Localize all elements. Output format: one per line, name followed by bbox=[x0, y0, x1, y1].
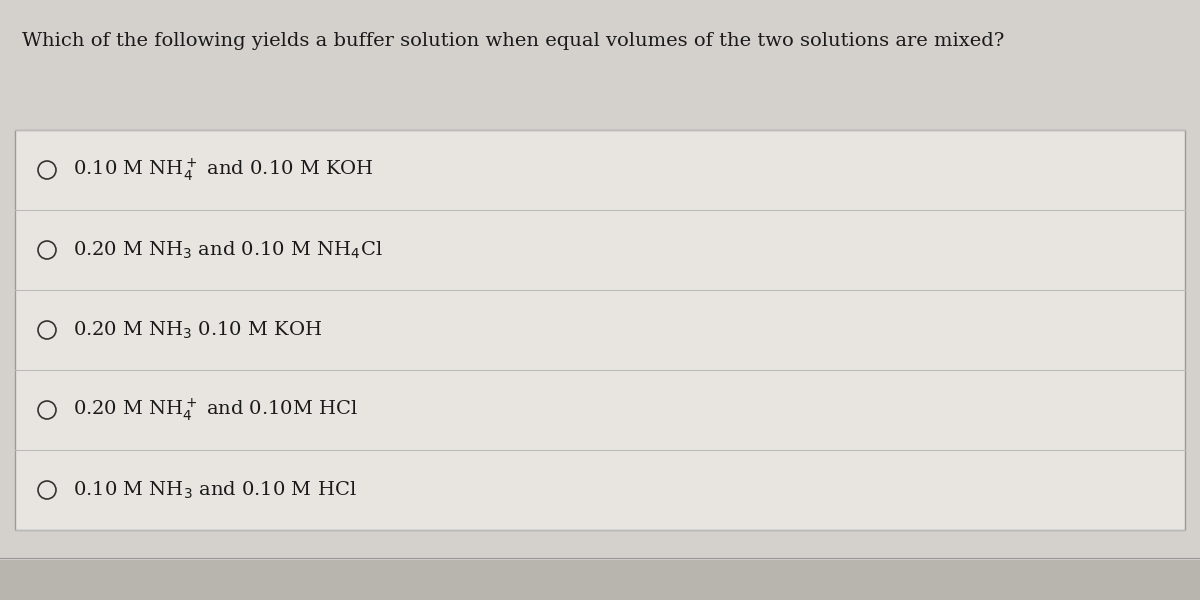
Text: 0.10 M NH$_4^+$ and 0.10 M KOH: 0.10 M NH$_4^+$ and 0.10 M KOH bbox=[73, 157, 373, 184]
Text: 0.10 M NH$_3$ and 0.10 M HCl: 0.10 M NH$_3$ and 0.10 M HCl bbox=[73, 479, 356, 500]
Text: 0.20 M NH$_3$ and 0.10 M NH$_4$Cl: 0.20 M NH$_3$ and 0.10 M NH$_4$Cl bbox=[73, 239, 383, 260]
Text: 0.20 M NH$_4^+$ and 0.10M HCl: 0.20 M NH$_4^+$ and 0.10M HCl bbox=[73, 397, 358, 424]
Bar bbox=[0, 560, 1200, 600]
Text: 0.20 M NH$_3$ 0.10 M KOH: 0.20 M NH$_3$ 0.10 M KOH bbox=[73, 319, 323, 341]
Text: Which of the following yields a buffer solution when equal volumes of the two so: Which of the following yields a buffer s… bbox=[22, 32, 1004, 50]
Bar bbox=[14, 130, 1186, 530]
